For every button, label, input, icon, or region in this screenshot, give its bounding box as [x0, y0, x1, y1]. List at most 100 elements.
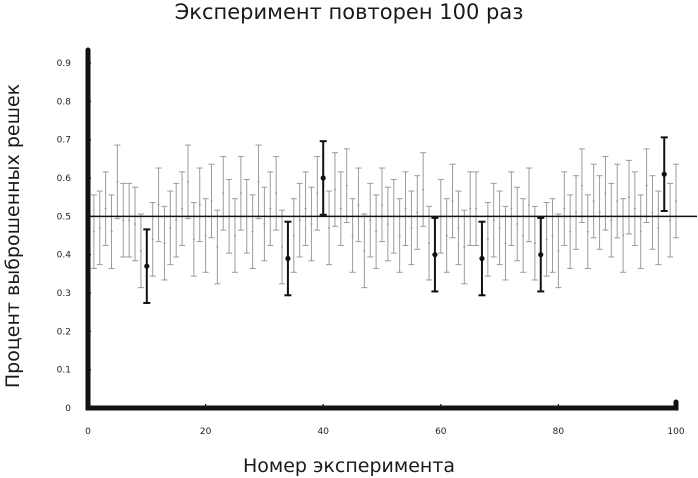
errorbar: [379, 167, 385, 243]
data-point: [328, 226, 331, 229]
data-point: [357, 203, 360, 206]
data-point: [239, 192, 242, 195]
data-point: [592, 200, 595, 202]
data-point-outlier: [432, 252, 438, 258]
x-tick-label: 20: [200, 427, 212, 437]
data-point: [181, 207, 184, 210]
y-tick-label: 0: [65, 404, 71, 414]
tick-layer: 0 0.1 0.2 0.3 0.4 0.5 0.6 0.7 0.8 0.9 0 20 40 60 80 100: [57, 59, 685, 437]
data-point: [210, 200, 213, 202]
errorbar: [490, 182, 497, 258]
data-point-outlier: [285, 255, 291, 262]
errorbar: [102, 171, 109, 246]
data-point: [627, 196, 630, 199]
data-point-outlier: [538, 252, 544, 258]
errorbar-outlier: [319, 140, 327, 216]
errorbar: [667, 182, 674, 258]
errorbar: [473, 171, 480, 246]
errorbar: [249, 194, 256, 269]
errorbar-outlier: [537, 216, 545, 293]
errorbar-outlier: [143, 228, 151, 304]
data-point: [92, 230, 95, 233]
data-point: [98, 226, 101, 229]
data-point: [110, 230, 113, 233]
errorbar: [625, 159, 632, 235]
data-point-outlier: [144, 263, 150, 269]
x-tick-label: 60: [435, 427, 447, 437]
errorbar: [555, 213, 562, 289]
data-point: [622, 234, 625, 237]
data-point: [333, 188, 336, 191]
data-point: [545, 238, 548, 241]
errorbar: [567, 194, 574, 269]
errorbar: [220, 156, 227, 231]
errorbar: [343, 148, 350, 223]
errorbar: [443, 198, 450, 273]
data-point: [216, 246, 219, 248]
errorbar: [449, 163, 456, 239]
errorbar: [467, 171, 474, 246]
errorbar: [461, 209, 468, 285]
data-point: [257, 180, 260, 183]
errorbar-outlier: [660, 136, 668, 212]
errorbar: [149, 202, 156, 277]
errorbar: [331, 152, 338, 227]
data-point: [657, 226, 660, 229]
data-point: [169, 226, 172, 229]
data-point: [186, 180, 189, 183]
errorbar: [349, 198, 356, 273]
errorbar: [561, 171, 568, 246]
data-point: [422, 188, 425, 191]
data-point: [633, 207, 636, 210]
data-point: [122, 219, 125, 222]
errorbar: [208, 163, 215, 239]
data-point: [104, 207, 107, 210]
errorbar: [649, 175, 656, 250]
data-point: [610, 219, 613, 222]
data-point: [598, 211, 601, 214]
errorbar: [132, 186, 139, 262]
data-point: [669, 219, 672, 222]
data-point-outlier: [661, 171, 667, 177]
errorbar: [578, 148, 585, 223]
errorbar: [373, 194, 380, 269]
y-tick-label: 0.6: [57, 174, 72, 184]
errorbar: [167, 190, 174, 266]
errorbar: [214, 209, 221, 285]
errorbar: [520, 198, 527, 273]
errorbar: [290, 198, 297, 273]
errorbar: [126, 182, 133, 258]
data-point: [486, 238, 489, 241]
data-point: [675, 200, 677, 202]
errorbar: [637, 194, 644, 269]
errorbar: [414, 175, 421, 250]
data-point: [475, 207, 478, 210]
errorbar: [137, 213, 144, 289]
data-point: [281, 246, 284, 248]
data-point: [404, 207, 407, 210]
errorbar: [426, 205, 433, 281]
errorbar: [196, 167, 203, 243]
errorbar: [573, 175, 580, 250]
errorbar: [114, 144, 121, 220]
errorbar: [202, 198, 209, 273]
errorbar: [308, 186, 315, 262]
y-tick-label: 0.7: [57, 136, 71, 146]
errorbar: [408, 190, 415, 266]
data-point: [457, 226, 460, 229]
data-point: [292, 234, 295, 237]
errorbar: [543, 202, 550, 277]
errorbar: [261, 186, 268, 262]
data-point: [381, 203, 383, 206]
data-point: [586, 230, 589, 233]
errorbar: [273, 156, 280, 231]
errorbar: [402, 171, 409, 246]
errorbar: [502, 205, 509, 281]
data-point: [134, 223, 137, 225]
y-tick-label: 0.4: [57, 251, 72, 261]
data-point: [569, 230, 572, 233]
data-point: [563, 207, 566, 210]
errorbar: [526, 167, 532, 243]
chart-title: Эксперимент повторен 100 раз: [175, 0, 524, 24]
